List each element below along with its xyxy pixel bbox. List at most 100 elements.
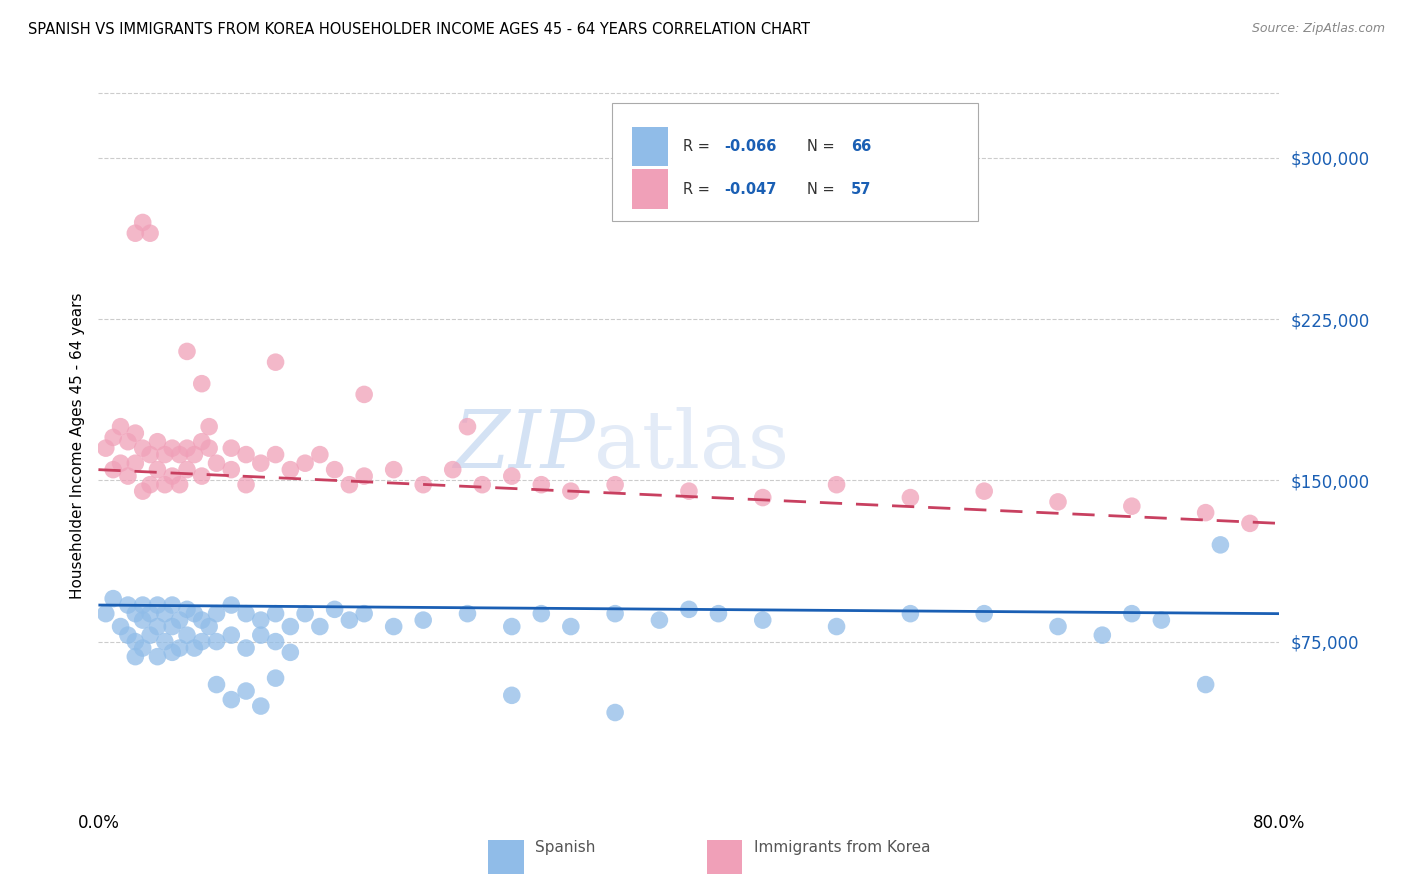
Point: [264, 671, 287, 685]
Point: [183, 641, 205, 656]
Point: [605, 706, 627, 720]
Point: [530, 477, 553, 491]
Point: [124, 607, 146, 621]
Point: [146, 463, 169, 477]
Point: [441, 463, 464, 477]
Point: [117, 469, 139, 483]
Point: [103, 591, 125, 606]
Point: [139, 607, 162, 621]
Point: [751, 613, 773, 627]
Point: [678, 484, 700, 499]
FancyBboxPatch shape: [633, 127, 668, 166]
Point: [294, 607, 316, 621]
Point: [353, 607, 375, 621]
Point: [323, 463, 346, 477]
Point: [250, 456, 273, 470]
Point: [132, 484, 155, 499]
Point: [751, 491, 773, 505]
Point: [132, 441, 155, 455]
Point: [117, 598, 139, 612]
Point: [278, 463, 302, 477]
Point: [560, 619, 582, 633]
Text: 57: 57: [851, 182, 872, 196]
Point: [146, 434, 169, 449]
Point: [219, 463, 242, 477]
Point: [501, 619, 523, 633]
Point: [124, 226, 146, 240]
Point: [707, 607, 730, 621]
Point: [162, 469, 183, 483]
Point: [278, 619, 302, 633]
Point: [309, 619, 332, 633]
Point: [250, 613, 273, 627]
Point: [198, 619, 221, 633]
Point: [110, 419, 132, 434]
Point: [132, 215, 155, 229]
Point: [198, 441, 221, 455]
Point: [530, 607, 553, 621]
Point: [1150, 613, 1173, 627]
Text: -0.066: -0.066: [724, 139, 776, 153]
Point: [219, 598, 242, 612]
Point: [1239, 516, 1261, 531]
Point: [162, 441, 183, 455]
Point: [382, 463, 405, 477]
Point: [1121, 607, 1143, 621]
Point: [117, 434, 139, 449]
Text: N =: N =: [807, 139, 839, 153]
Point: [382, 619, 405, 633]
Point: [139, 226, 162, 240]
Point: [205, 677, 228, 691]
Point: [110, 619, 132, 633]
Point: [176, 441, 198, 455]
Point: [323, 602, 346, 616]
Point: [191, 469, 214, 483]
Point: [169, 613, 191, 627]
Point: [412, 477, 434, 491]
Point: [169, 448, 191, 462]
Text: atlas: atlas: [595, 407, 790, 485]
Point: [825, 619, 848, 633]
Point: [1195, 506, 1218, 520]
Point: [471, 477, 494, 491]
Text: N =: N =: [807, 182, 839, 196]
Text: Source: ZipAtlas.com: Source: ZipAtlas.com: [1251, 22, 1385, 36]
Point: [605, 607, 627, 621]
Point: [560, 484, 582, 499]
Point: [337, 613, 360, 627]
Text: Immigrants from Korea: Immigrants from Korea: [754, 840, 931, 855]
Point: [205, 634, 228, 648]
Point: [456, 607, 478, 621]
Point: [124, 649, 146, 664]
Point: [278, 645, 302, 659]
Point: [605, 477, 627, 491]
Point: [146, 649, 169, 664]
Point: [139, 628, 162, 642]
Point: [132, 613, 155, 627]
Point: [235, 684, 257, 698]
Point: [973, 484, 995, 499]
Point: [501, 469, 523, 483]
Text: SPANISH VS IMMIGRANTS FROM KOREA HOUSEHOLDER INCOME AGES 45 - 64 YEARS CORRELATI: SPANISH VS IMMIGRANTS FROM KOREA HOUSEHO…: [28, 22, 810, 37]
Point: [235, 607, 257, 621]
Point: [103, 430, 125, 444]
Point: [176, 463, 198, 477]
Point: [900, 491, 922, 505]
Point: [146, 598, 169, 612]
Point: [191, 376, 214, 391]
Point: [1091, 628, 1114, 642]
Point: [825, 477, 848, 491]
Point: [124, 426, 146, 441]
Text: ZIP: ZIP: [453, 408, 595, 484]
Point: [205, 607, 228, 621]
Point: [264, 355, 287, 369]
FancyBboxPatch shape: [488, 840, 523, 874]
Point: [169, 477, 191, 491]
Point: [264, 634, 287, 648]
Point: [219, 692, 242, 706]
Point: [501, 689, 523, 703]
Point: [162, 598, 183, 612]
FancyBboxPatch shape: [707, 840, 742, 874]
Point: [1046, 495, 1069, 509]
FancyBboxPatch shape: [633, 169, 668, 209]
